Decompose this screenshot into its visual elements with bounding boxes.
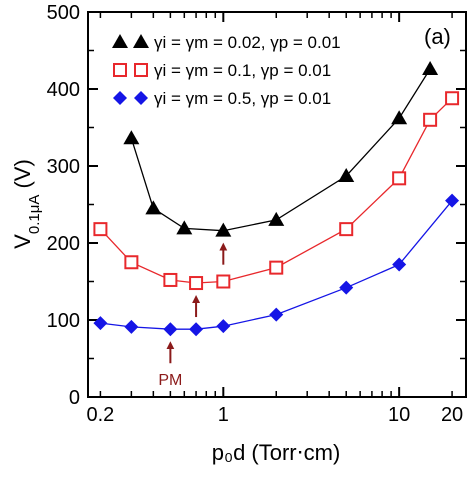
data-point-series-1	[123, 130, 140, 145]
data-point-series-3	[269, 307, 284, 322]
data-point-series-1	[391, 110, 408, 125]
data-point-series-1	[176, 220, 193, 235]
legend: γi = γm = 0.02, γp = 0.01 γi = γm = 0.1, …	[112, 33, 341, 108]
data-point-series-2	[339, 222, 354, 237]
y-tick-label: 100	[47, 310, 80, 332]
x-tick-label: 1	[218, 404, 229, 426]
y-tick-label: 500	[47, 2, 80, 24]
legend-entry-3: γi = γm = 0.5, γp = 0.01	[154, 89, 331, 108]
annotations: PM	[158, 242, 228, 389]
data-point-series-3	[124, 319, 139, 334]
data-point-series-2	[269, 260, 284, 275]
data-point-series-1	[422, 60, 439, 75]
data-point-series-2	[124, 255, 139, 270]
data-point-series-1	[268, 211, 285, 226]
data-point-series-3	[445, 193, 460, 208]
data-point-series-2	[423, 112, 438, 127]
x-tick-label: 10	[388, 404, 410, 426]
data-point-series-3	[163, 322, 178, 337]
y-tick-label: 300	[47, 156, 80, 178]
data-point-series-1	[145, 200, 162, 215]
data-point-series-3	[392, 257, 407, 272]
legend-marker	[134, 63, 148, 77]
data-point-series-3	[339, 280, 354, 295]
x-axis-label: p₀d (Torr⋅cm)	[212, 440, 341, 465]
legend-marker	[113, 63, 127, 77]
data-point-series-2	[445, 91, 460, 106]
y-axis-label: V0.1μA (V)	[10, 159, 43, 249]
data-point-series-1	[338, 168, 355, 183]
data-point-series-2	[216, 274, 231, 289]
data-point-series-2	[93, 222, 108, 237]
legend-marker	[113, 91, 127, 105]
data-point-series-2	[189, 276, 204, 291]
x-tick-label: 20	[441, 404, 463, 426]
data-point-series-1	[215, 222, 232, 237]
series-lines	[99, 68, 453, 330]
annotation-label: PM	[158, 372, 182, 389]
panel-label: (a)	[424, 24, 451, 49]
legend-entry-1: γi = γm = 0.02, γp = 0.01	[154, 33, 341, 52]
axis-ticks: 0 100 200 300 400 500 0.2 1 10 20	[47, 2, 466, 426]
series-markers	[93, 60, 460, 337]
data-point-series-3	[189, 322, 204, 337]
legend-entry-2: γi = γm = 0.1, γp = 0.01	[154, 61, 331, 80]
data-point-series-2	[163, 272, 178, 287]
data-point-series-3	[93, 316, 108, 331]
series-line-2	[99, 97, 453, 284]
y-tick-label: 200	[47, 233, 80, 255]
data-point-series-3	[216, 319, 231, 334]
legend-marker	[134, 91, 148, 105]
legend-marker	[133, 34, 149, 48]
x-tick-label: 0.2	[87, 404, 115, 426]
legend-marker	[112, 34, 128, 48]
data-point-series-2	[392, 171, 407, 186]
y-tick-label: 0	[69, 387, 80, 409]
y-tick-label: 400	[47, 79, 80, 101]
